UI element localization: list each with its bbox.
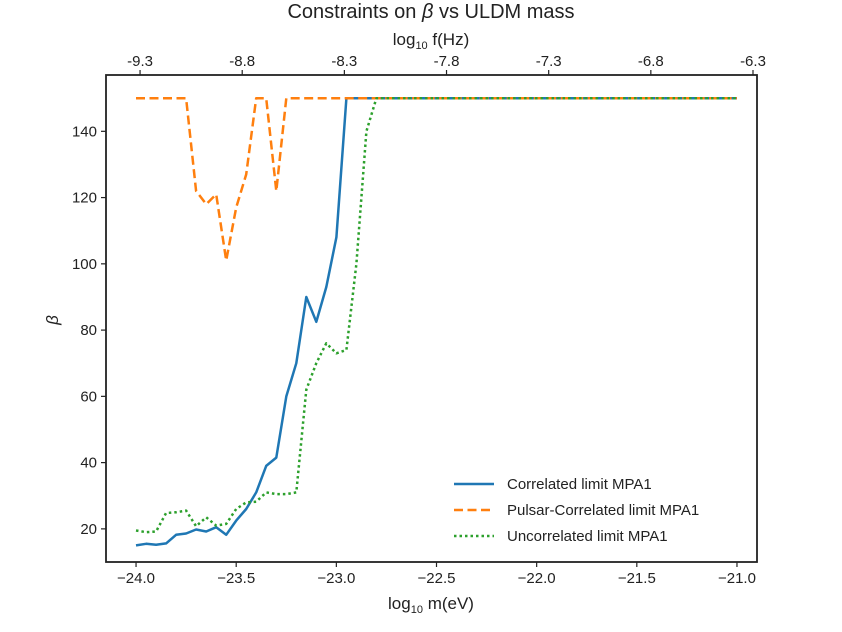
x-tick-label: −22.5	[418, 570, 456, 587]
x-ticks: −24.0 −23.5 −23.0 −22.5 −22.0 −21.5 −21.0	[117, 562, 756, 587]
y-tick-label: 100	[72, 256, 97, 273]
y-tick-label: 60	[80, 388, 97, 405]
x-axis-label: log10 m(eV)	[388, 594, 474, 616]
top-tick-label: -8.8	[229, 53, 255, 70]
legend-entry-3: Uncorrelated limit MPA1	[507, 528, 668, 545]
y-tick-label: 20	[80, 521, 97, 538]
x-tick-label: −23.0	[317, 570, 355, 587]
top-tick-label: -8.3	[331, 53, 357, 70]
x-tick-label: −21.5	[618, 570, 656, 587]
series-layer	[135, 96, 737, 547]
legend-entry-1: Correlated limit MPA1	[507, 476, 652, 493]
top-tick-label: -6.8	[638, 53, 664, 70]
y-ticks: 20 40 60 80 100 120 140	[72, 123, 106, 538]
chart-title: Constraints on β vs ULDM mass	[287, 1, 574, 23]
y-tick-label: 140	[72, 123, 97, 140]
y-tick-label: 40	[80, 455, 97, 472]
top-axis-ticks: -9.3 -8.8 -8.3 -7.8 -7.3 -6.8 -6.3	[127, 53, 766, 75]
top-tick-label: -7.8	[434, 53, 460, 70]
top-tick-label: -6.3	[740, 53, 766, 70]
legend-entry-2: Pulsar-Correlated limit MPA1	[507, 502, 699, 519]
top-tick-label: -9.3	[127, 53, 153, 70]
series-line-2	[136, 96, 737, 262]
plot-frame	[105, 74, 758, 563]
x-tick-label: −23.5	[217, 570, 255, 587]
legend: Correlated limit MPA1 Pulsar-Correlated l…	[454, 476, 699, 545]
y-tick-label: 80	[80, 322, 97, 339]
y-tick-label: 120	[72, 190, 97, 207]
x-tick-label: −21.0	[718, 570, 756, 587]
series-line-3	[135, 96, 737, 534]
x-tick-label: −24.0	[117, 570, 155, 587]
top-axis-label: log10 f(Hz)	[393, 30, 469, 52]
x-tick-label: −22.0	[518, 570, 556, 587]
top-tick-label: -7.3	[536, 53, 562, 70]
y-axis-label: β	[43, 315, 62, 326]
